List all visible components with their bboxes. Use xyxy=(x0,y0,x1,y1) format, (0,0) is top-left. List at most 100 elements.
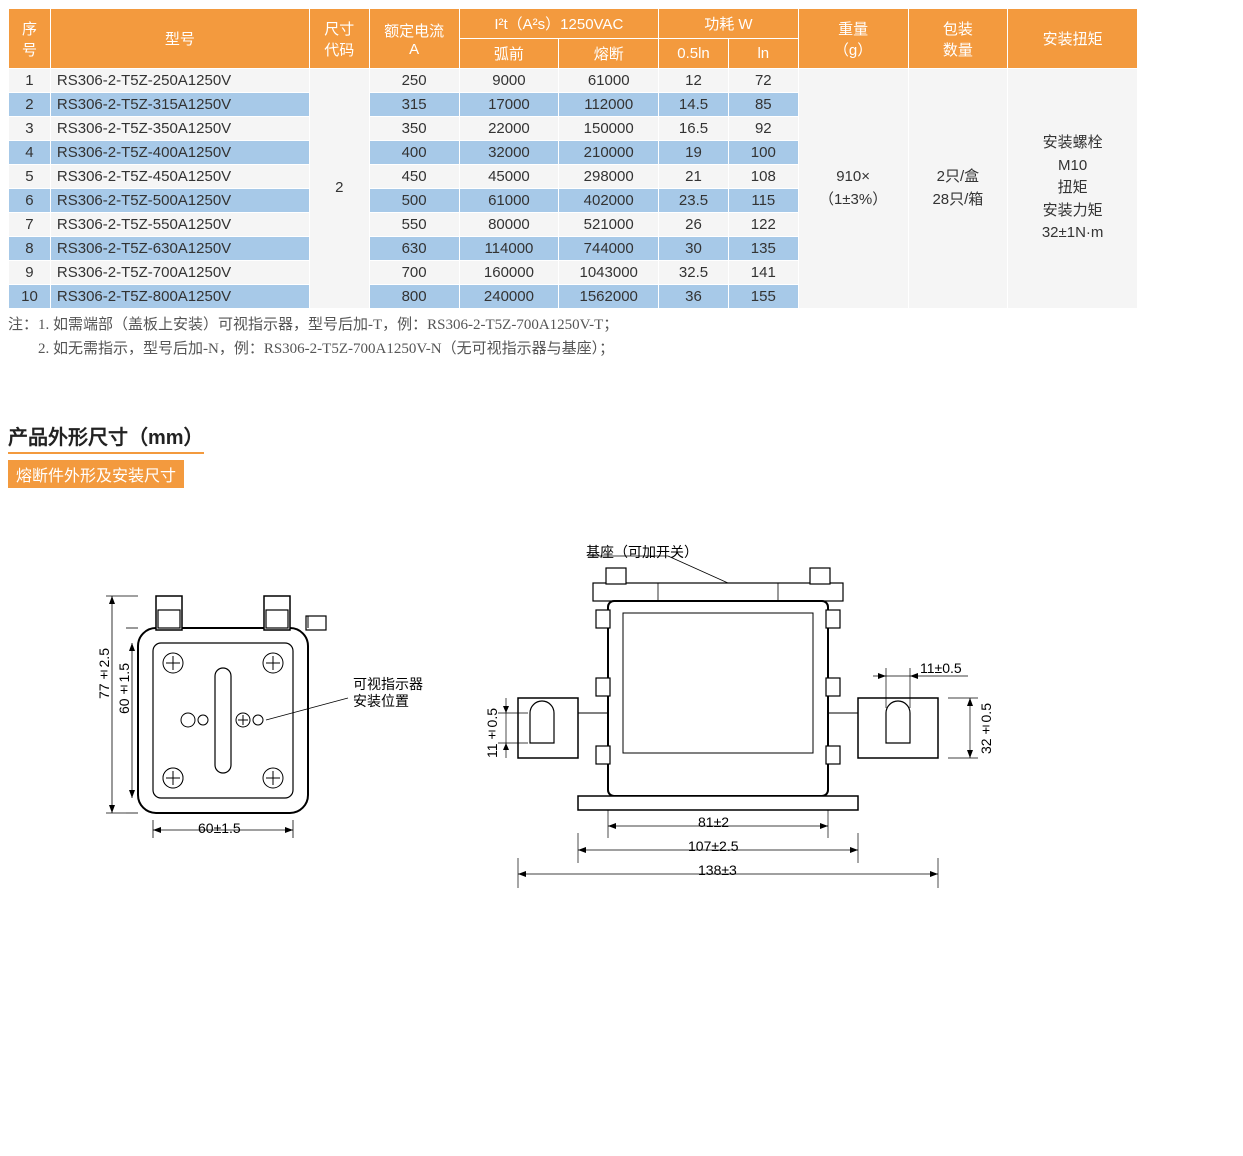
cell-torque: 安装螺栓 M10 扭矩 安装力矩 32±1N·m xyxy=(1008,69,1138,309)
cell-rated: 250 xyxy=(369,69,459,93)
cell-seq: 10 xyxy=(9,285,51,309)
cell-pln: 72 xyxy=(728,69,798,93)
th-size: 尺寸 代码 xyxy=(309,9,369,69)
spec-tbody: 1RS306-2-T5Z-250A1250V225090006100012729… xyxy=(9,69,1138,309)
cell-pre: 160000 xyxy=(459,261,559,285)
table-row: 1RS306-2-T5Z-250A1250V225090006100012729… xyxy=(9,69,1138,93)
cell-rated: 315 xyxy=(369,93,459,117)
section-title: 产品外形尺寸（mm） xyxy=(8,421,1235,456)
dim-front-h: 77±2.5 xyxy=(96,648,112,699)
cell-pln: 85 xyxy=(728,93,798,117)
cell-pre: 9000 xyxy=(459,69,559,93)
cell-p05: 21 xyxy=(659,165,729,189)
cell-p05: 30 xyxy=(659,237,729,261)
cell-melt: 210000 xyxy=(559,141,659,165)
cell-pre: 80000 xyxy=(459,213,559,237)
cell-melt: 744000 xyxy=(559,237,659,261)
dim-front-ih: 60±1.5 xyxy=(116,663,132,714)
cell-pln: 141 xyxy=(728,261,798,285)
cell-seq: 7 xyxy=(9,213,51,237)
cell-pln: 115 xyxy=(728,189,798,213)
cell-pln: 100 xyxy=(728,141,798,165)
cell-model: RS306-2-T5Z-250A1250V xyxy=(50,69,309,93)
cell-seq: 3 xyxy=(9,117,51,141)
cell-melt: 150000 xyxy=(559,117,659,141)
cell-model: RS306-2-T5Z-350A1250V xyxy=(50,117,309,141)
cell-model: RS306-2-T5Z-800A1250V xyxy=(50,285,309,309)
cell-rated: 350 xyxy=(369,117,459,141)
table-notes: 注：1. 如需端部（盖板上安装）可视指示器，型号后加-T，例：RS306-2-T… xyxy=(8,313,1235,361)
cell-pln: 155 xyxy=(728,285,798,309)
dim-107: 107±2.5 xyxy=(688,838,739,854)
cell-melt: 298000 xyxy=(559,165,659,189)
cell-pre: 114000 xyxy=(459,237,559,261)
cell-p05: 36 xyxy=(659,285,729,309)
cell-rated: 700 xyxy=(369,261,459,285)
base-note: 基座（可加开关） xyxy=(586,542,698,562)
cell-melt: 1043000 xyxy=(559,261,659,285)
cell-pre: 17000 xyxy=(459,93,559,117)
cell-seq: 9 xyxy=(9,261,51,285)
dimension-drawings: 77±2.5 60±1.5 60±1.5 可视指示器 安装位置 xyxy=(8,548,1108,1028)
side-view-svg xyxy=(478,548,1038,968)
dim-138: 138±3 xyxy=(698,862,737,878)
cell-p05: 19 xyxy=(659,141,729,165)
front-view-svg xyxy=(98,588,358,888)
th-i2t: I²t（A²s）1250VAC xyxy=(459,9,659,39)
dim-32: 32±0.5 xyxy=(978,703,994,754)
cell-pre: 22000 xyxy=(459,117,559,141)
cell-weight: 910× （1±3%） xyxy=(798,69,908,309)
note-1: 注：1. 如需端部（盖板上安装）可视指示器，型号后加-T，例：RS306-2-T… xyxy=(8,313,1235,337)
cell-melt: 61000 xyxy=(559,69,659,93)
cell-pre: 45000 xyxy=(459,165,559,189)
cell-p05: 23.5 xyxy=(659,189,729,213)
cell-p05: 32.5 xyxy=(659,261,729,285)
cell-pre: 61000 xyxy=(459,189,559,213)
cell-pln: 92 xyxy=(728,117,798,141)
cell-pre: 240000 xyxy=(459,285,559,309)
cell-model: RS306-2-T5Z-450A1250V xyxy=(50,165,309,189)
cell-pln: 122 xyxy=(728,213,798,237)
cell-model: RS306-2-T5Z-400A1250V xyxy=(50,141,309,165)
cell-rated: 800 xyxy=(369,285,459,309)
note-2: 2. 如无需指示，型号后加-N，例：RS306-2-T5Z-700A1250V-… xyxy=(8,337,1235,361)
cell-seq: 6 xyxy=(9,189,51,213)
cell-seq: 8 xyxy=(9,237,51,261)
cell-rated: 500 xyxy=(369,189,459,213)
dim-tab-11: 11±0.5 xyxy=(920,660,962,676)
th-model: 型号 xyxy=(50,9,309,69)
dim-hole-h: 11±0.5 xyxy=(484,708,500,758)
cell-p05: 12 xyxy=(659,69,729,93)
cell-rated: 630 xyxy=(369,237,459,261)
cell-melt: 402000 xyxy=(559,189,659,213)
section-subtitle: 熔断件外形及安装尺寸 xyxy=(8,460,184,488)
cell-seq: 4 xyxy=(9,141,51,165)
spec-table: 序号 型号 尺寸 代码 额定电流 A I²t（A²s）1250VAC 功耗 W … xyxy=(8,8,1138,309)
cell-seq: 2 xyxy=(9,93,51,117)
th-seq: 序号 xyxy=(9,9,51,69)
cell-pack: 2只/盒 28只/箱 xyxy=(908,69,1008,309)
cell-pln: 135 xyxy=(728,237,798,261)
cell-model: RS306-2-T5Z-700A1250V xyxy=(50,261,309,285)
cell-size: 2 xyxy=(309,69,369,309)
cell-seq: 5 xyxy=(9,165,51,189)
cell-p05: 14.5 xyxy=(659,93,729,117)
cell-p05: 16.5 xyxy=(659,117,729,141)
cell-rated: 450 xyxy=(369,165,459,189)
th-i2t-melt: 熔断 xyxy=(559,39,659,69)
cell-pre: 32000 xyxy=(459,141,559,165)
indicator-note: 可视指示器 安装位置 xyxy=(353,676,423,710)
th-weight: 重量 （g） xyxy=(798,9,908,69)
dim-front-w: 60±1.5 xyxy=(198,820,241,836)
th-pln: ln xyxy=(728,39,798,69)
dim-81: 81±2 xyxy=(698,814,729,830)
cell-rated: 550 xyxy=(369,213,459,237)
th-torque: 安装扭矩 xyxy=(1008,9,1138,69)
cell-p05: 26 xyxy=(659,213,729,237)
cell-model: RS306-2-T5Z-315A1250V xyxy=(50,93,309,117)
cell-model: RS306-2-T5Z-550A1250V xyxy=(50,213,309,237)
cell-pln: 108 xyxy=(728,165,798,189)
th-pack: 包装 数量 xyxy=(908,9,1008,69)
th-p05: 0.5ln xyxy=(659,39,729,69)
th-rated: 额定电流 A xyxy=(369,9,459,69)
